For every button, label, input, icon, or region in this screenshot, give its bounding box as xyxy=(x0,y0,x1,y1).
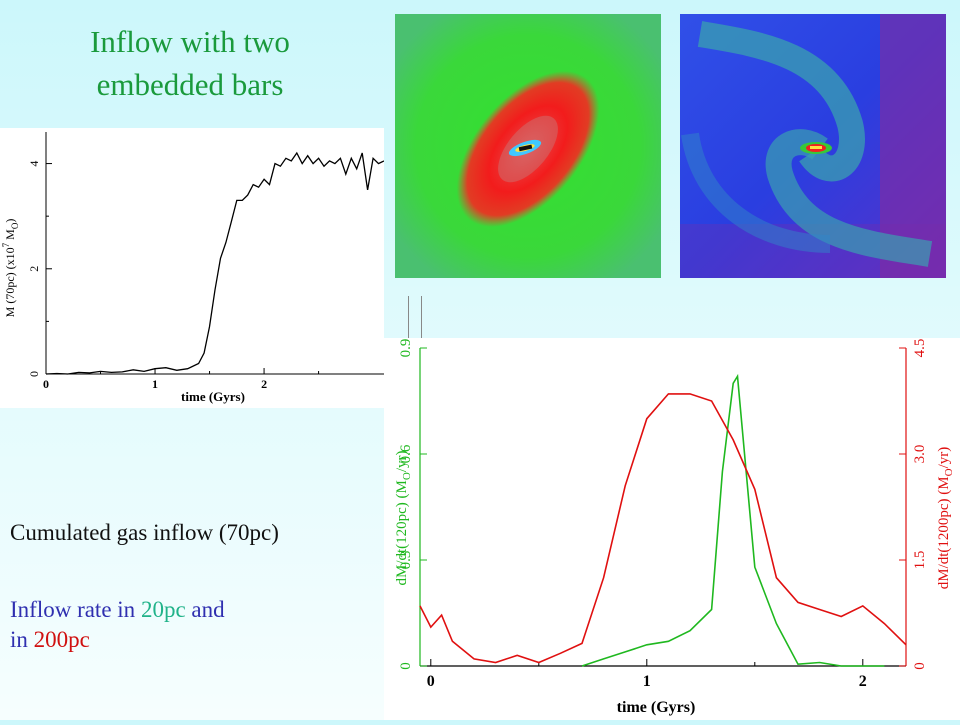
inflow-rate-svg: 0 1 2 0 0.3 0.6 0.9 0 1.5 3.0 4.5 dM/dt(120pc) (MO… xyxy=(394,339,955,716)
chart2-right-tick-label: 4.5 xyxy=(912,339,928,358)
title-line-2: embedded bars xyxy=(96,67,284,102)
chart1-xlabel: time (Gyrs) xyxy=(181,389,245,404)
chart2-series-right xyxy=(419,393,907,664)
chart2-right-tick-label: 3.0 xyxy=(912,445,928,464)
chart1-xtick-label: 2 xyxy=(261,377,267,391)
caption2-red: 200pc xyxy=(33,627,90,652)
chart1-series-line xyxy=(45,151,385,375)
slide-title: Inflow with two embedded bars xyxy=(40,20,340,106)
chart2-left-tick-label: 0 xyxy=(398,662,414,670)
gas-map-right-image xyxy=(680,14,946,278)
chart1-xtick-label: 1 xyxy=(152,377,158,391)
chart1-ytick-label: 4 xyxy=(27,161,41,167)
chart2-left-tick-label: 0.3 xyxy=(398,551,414,570)
chart2-xtick-label: 2 xyxy=(859,673,867,690)
chart1-ytick-label: 0 xyxy=(27,371,41,377)
chart2-xtick-label: 0 xyxy=(427,673,435,690)
title-line-1: Inflow with two xyxy=(90,24,290,59)
chart2-series-left xyxy=(581,373,885,667)
chart2-left-tick-label: 0.6 xyxy=(398,444,414,463)
gas-map-left-image xyxy=(395,14,661,278)
chart2-xtick-label: 1 xyxy=(643,673,651,690)
chart1-xtick-label: 0 xyxy=(43,377,49,391)
chart2-yleft-label: dM/dt(120pc) (MO/yr) xyxy=(394,450,413,585)
chart2-right-tick-label: 0 xyxy=(912,662,928,670)
chart2-xlabel: time (Gyrs) xyxy=(617,699,696,716)
caption2-and: and xyxy=(185,597,225,622)
cumulated-inflow-svg: 0 1 2 0 2 4 M (70pc) (x107 MO) time (Gyrs) xyxy=(1,132,385,404)
caption2-prefix: Inflow rate in xyxy=(10,597,141,622)
chart1-ytick-label: 2 xyxy=(27,266,41,272)
chart1-ylabel: M (70pc) (x107 MO) xyxy=(1,219,20,318)
chart2-left-tick-label: 0.9 xyxy=(398,339,414,358)
chart2-right-tick-label: 1.5 xyxy=(912,551,928,570)
cumulated-inflow-chart: 0 1 2 0 2 4 M (70pc) (x107 MO) time (Gyrs) xyxy=(0,128,385,408)
chart2-yright-label: dM/dt(1200pc) (MO/yr) xyxy=(936,447,955,590)
inflow-rate-caption: Inflow rate in 20pc and in 200pc xyxy=(10,595,225,655)
cumulated-inflow-caption: Cumulated gas inflow (70pc) xyxy=(10,520,279,545)
inflow-rate-chart: 0 1 2 0 0.3 0.6 0.9 0 1.5 3.0 4.5 dM/dt(120pc) (MO… xyxy=(384,338,960,720)
caption2-in: in xyxy=(10,627,34,652)
caption2-green: 20pc xyxy=(140,597,186,622)
divider-lines xyxy=(408,296,422,338)
